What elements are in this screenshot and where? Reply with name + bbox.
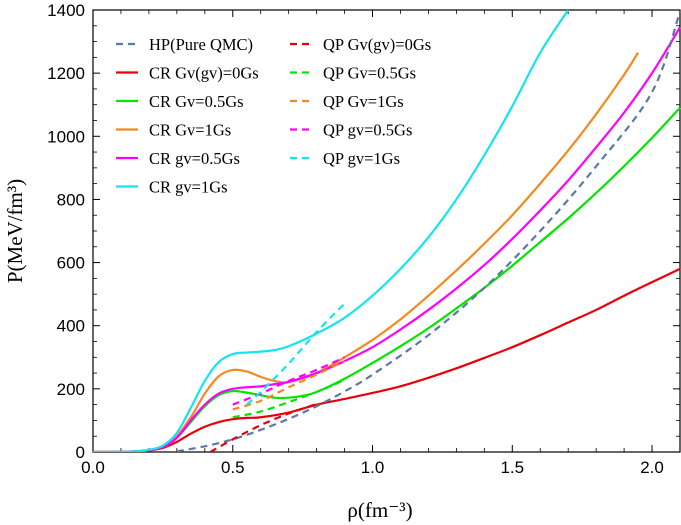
series-line-cr-gv-gv-0gs xyxy=(93,267,681,452)
legend-label: CR gv=0.5Gs xyxy=(149,149,240,168)
y-tick-label: 200 xyxy=(57,380,85,399)
legend-label: QP gv=0.5Gs xyxy=(323,121,412,140)
legend-label: QP Gv=0.5Gs xyxy=(323,64,416,83)
series-line-hp-pure-qmc xyxy=(176,11,681,452)
series-line-qp-gv-1gs xyxy=(246,302,346,406)
y-tick-label: 800 xyxy=(57,190,85,209)
y-tick-label: 0 xyxy=(76,443,85,462)
x-axis-title: ρ(fm⁻³) xyxy=(347,498,412,522)
ticks-layer: 0.0 0.5 1.0 1.5 2.0 0 200 400 600 800 1000 1200 1400 xyxy=(47,1,680,477)
x-tick-label: 0.0 xyxy=(81,458,105,477)
y-tick-label: 1400 xyxy=(47,1,85,20)
legend-label: QP Gv(gv)=0Gs xyxy=(323,35,431,54)
y-tick-label: 400 xyxy=(57,317,85,336)
x-tick-label: 2.0 xyxy=(640,458,664,477)
legend-label: CR Gv=0.5Gs xyxy=(149,92,244,111)
series-line-qp-gv-gv-0gs xyxy=(209,402,317,452)
legend-label: CR Gv(gv)=0Gs xyxy=(149,64,259,83)
legend-label: QP gv=1Gs xyxy=(323,149,400,168)
legend-label: CR Gv=1Gs xyxy=(149,121,231,140)
series-line-qp-gv-0-5gs xyxy=(232,379,346,419)
y-tick-label: 1200 xyxy=(47,64,85,83)
series-line-qp-gv-1gs xyxy=(232,360,346,411)
x-tick-label: 1.5 xyxy=(500,458,524,477)
y-axis-title: P(MeV/fm³) xyxy=(3,179,27,283)
series-layer xyxy=(93,10,681,452)
x-tick-label: 1.0 xyxy=(361,458,385,477)
y-tick-label: 1000 xyxy=(47,127,85,146)
series-line-cr-gv-1gs xyxy=(93,10,570,452)
legend-label: CR gv=1Gs xyxy=(149,178,228,197)
series-line-qp-gv-0-5gs xyxy=(232,356,346,406)
series-line-cr-gv-0-5gs xyxy=(93,26,681,452)
x-tick-label: 0.5 xyxy=(221,458,245,477)
series-line-cr-gv-1gs xyxy=(93,52,639,452)
y-tick-label: 600 xyxy=(57,254,85,273)
legend: HP(Pure QMC) CR Gv(gv)=0Gs CR Gv=0.5Gs CR G… xyxy=(116,35,431,197)
legend-label: QP Gv=1Gs xyxy=(323,92,404,111)
legend-label: HP(Pure QMC) xyxy=(149,35,253,54)
